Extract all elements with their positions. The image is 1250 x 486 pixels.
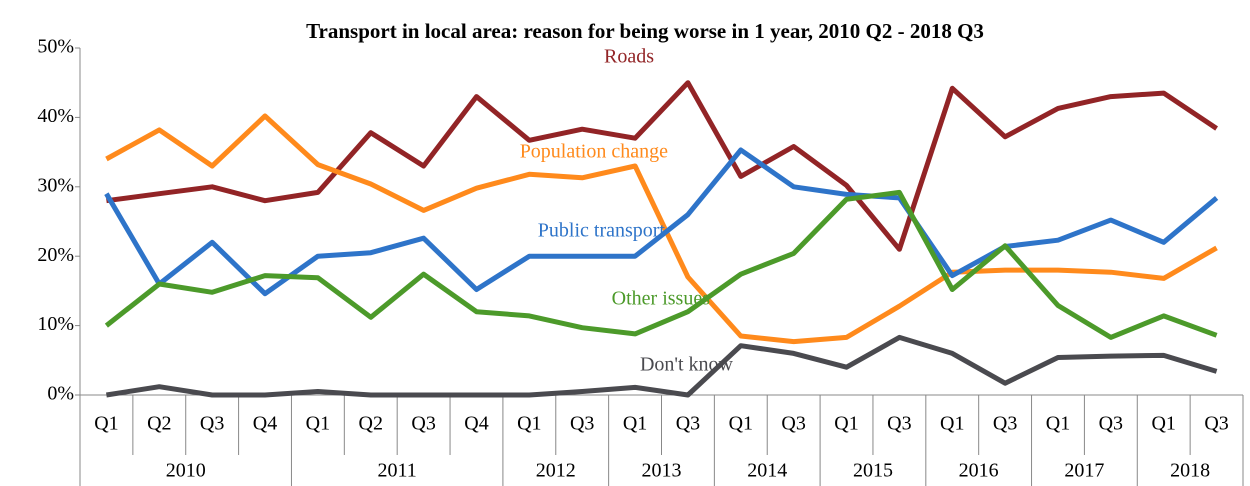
x-tick-label: Q3 bbox=[781, 413, 805, 435]
group-label: 2010 bbox=[166, 460, 206, 482]
series-label: Other issues bbox=[612, 288, 711, 310]
series-label: Don't know bbox=[640, 354, 734, 376]
group-label: 2014 bbox=[747, 460, 787, 482]
x-tick-label: Q3 bbox=[1204, 413, 1228, 435]
x-tick-label: Q1 bbox=[1046, 413, 1070, 435]
x-tick-label: Q3 bbox=[411, 413, 435, 435]
x-tick-label: Q1 bbox=[623, 413, 647, 435]
x-tick-label: Q1 bbox=[729, 413, 753, 435]
y-tick-label: 0% bbox=[47, 383, 74, 405]
series-label: Public transport bbox=[538, 220, 666, 242]
group-label: 2016 bbox=[959, 460, 999, 482]
x-tick-label: Q1 bbox=[834, 413, 858, 435]
group-label: 2018 bbox=[1170, 460, 1210, 482]
x-tick-label: Q1 bbox=[1151, 413, 1175, 435]
y-tick-label: 30% bbox=[37, 174, 74, 196]
chart-title: Transport in local area: reason for bein… bbox=[306, 19, 984, 43]
x-tick-label: Q2 bbox=[359, 413, 383, 435]
x-tick-label: Q3 bbox=[887, 413, 911, 435]
x-tick-label: Q3 bbox=[1099, 413, 1123, 435]
x-tick-label: Q1 bbox=[306, 413, 330, 435]
y-tick-label: 10% bbox=[37, 313, 74, 335]
x-tick-label: Q2 bbox=[147, 413, 171, 435]
x-tick-label: Q1 bbox=[94, 413, 118, 435]
series-line bbox=[104, 189, 1218, 340]
group-label: 2017 bbox=[1064, 460, 1104, 482]
series-label: Population change bbox=[520, 141, 668, 163]
group-label: 2012 bbox=[536, 460, 576, 482]
group-label: 2015 bbox=[853, 460, 893, 482]
x-tick-label: Q4 bbox=[253, 413, 277, 435]
group-label: 2011 bbox=[378, 460, 417, 482]
x-tick-label: Q1 bbox=[517, 413, 541, 435]
x-tick-label: Q3 bbox=[200, 413, 224, 435]
x-tick-label: Q4 bbox=[464, 413, 488, 435]
y-tick-label: 50% bbox=[37, 36, 74, 58]
series-line bbox=[106, 334, 1218, 398]
x-tick-label: Q3 bbox=[570, 413, 594, 435]
x-tick-label: Q3 bbox=[676, 413, 700, 435]
y-tick-label: 20% bbox=[37, 244, 74, 266]
y-tick-label: 40% bbox=[37, 105, 74, 127]
x-tick-label: Q1 bbox=[940, 413, 964, 435]
series-label: Roads bbox=[604, 46, 654, 68]
series-line bbox=[105, 113, 1218, 345]
x-tick-label: Q3 bbox=[993, 413, 1017, 435]
group-label: 2013 bbox=[642, 460, 682, 482]
series-line bbox=[106, 80, 1218, 252]
